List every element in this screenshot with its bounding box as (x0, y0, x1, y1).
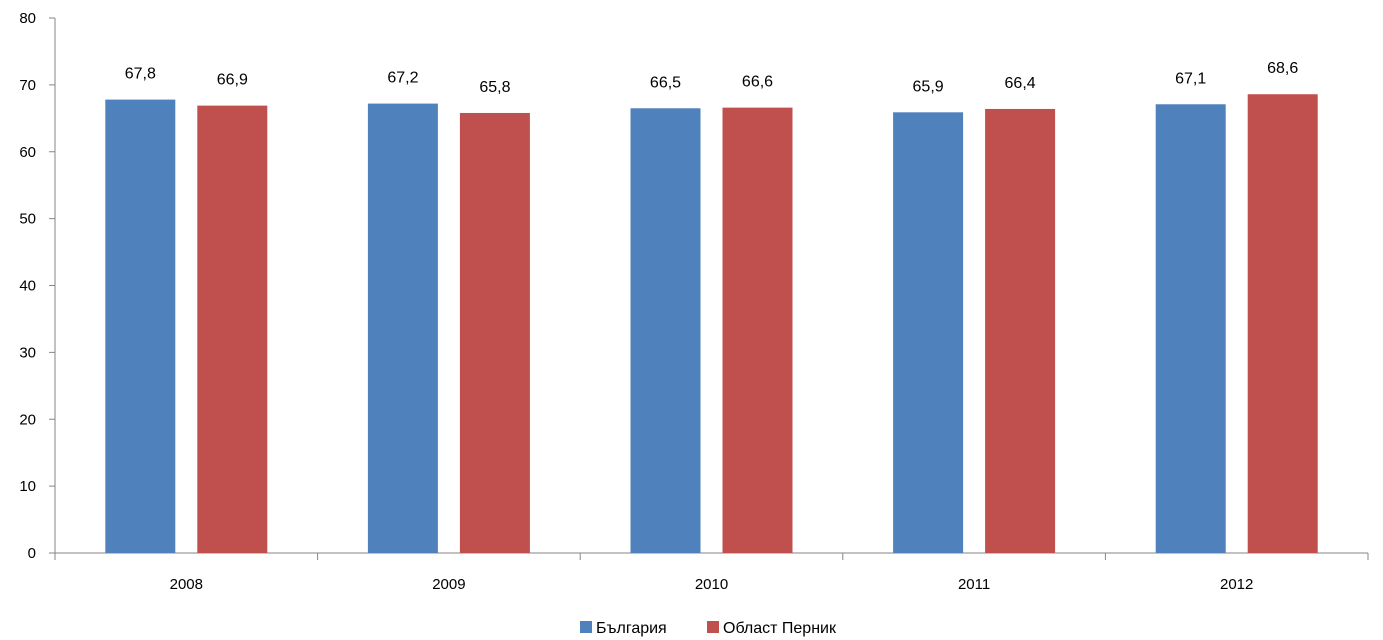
y-tick-label: 30 (19, 344, 36, 361)
bar-България-2012 (1155, 104, 1226, 554)
x-tick-label: 2008 (170, 576, 203, 593)
legend: България Област Перник (580, 620, 837, 637)
x-tick-label: 2012 (1220, 576, 1253, 593)
data-label: 66,9 (217, 72, 248, 89)
x-tick-label: 2009 (432, 576, 465, 593)
bar-България-2011 (893, 112, 964, 553)
data-label: 66,5 (650, 74, 681, 91)
data-label: 66,4 (1005, 75, 1036, 92)
data-label: 68,6 (1267, 60, 1298, 77)
bar-Област Перник-2008 (197, 105, 268, 553)
data-label: 66,6 (742, 74, 773, 91)
bar-Област Перник-2009 (459, 112, 530, 554)
y-tick-label: 40 (19, 278, 36, 295)
bar-България-2008 (105, 99, 176, 554)
y-tick-label: 80 (19, 10, 36, 27)
y-tick-label: 50 (19, 211, 36, 228)
legend-swatch (580, 621, 592, 633)
y-tick-label: 20 (19, 411, 36, 428)
data-label: 65,9 (913, 78, 944, 95)
bar-Област Перник-2010 (722, 107, 793, 554)
legend-label: Област Перник (723, 620, 837, 637)
data-label: 65,8 (479, 79, 510, 96)
x-tick-label: 2011 (958, 576, 990, 593)
y-tick-label: 10 (19, 478, 36, 495)
bar-Област Перник-2011 (985, 108, 1056, 553)
bar-България-2009 (367, 103, 438, 553)
axes: 0 10 20 30 40 50 60 70 80 2008 2009 2010 2011 2012 (19, 10, 1369, 593)
bar-България-2010 (630, 108, 701, 553)
y-tick-label: 60 (19, 144, 36, 161)
data-labels: 67,8 67,2 66,5 65,9 67,1 66,9 65,8 66,6 66,4 68,6 (125, 60, 1299, 96)
y-tick-label: 70 (19, 77, 36, 94)
bar-Област Перник-2012 (1247, 94, 1318, 554)
data-label: 67,8 (125, 66, 156, 83)
legend-label: България (596, 620, 667, 637)
x-tick-label: 2010 (695, 576, 728, 593)
data-label: 67,2 (387, 70, 418, 87)
data-label: 67,1 (1175, 70, 1206, 87)
legend-swatch (707, 621, 719, 633)
y-tick-label: 0 (28, 545, 36, 562)
bars (105, 94, 1318, 554)
